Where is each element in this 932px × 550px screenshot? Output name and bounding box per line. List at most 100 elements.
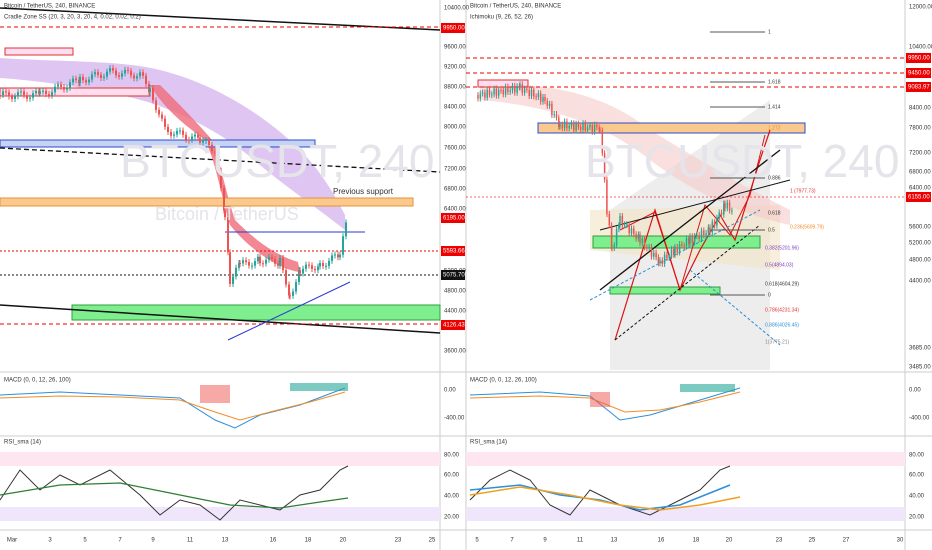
candle-body	[500, 89, 502, 91]
candle-body	[75, 78, 77, 80]
candle-body	[305, 264, 307, 269]
candle-body	[72, 78, 74, 83]
price-tag-label: 6155.00	[908, 195, 930, 201]
candle-body	[170, 131, 172, 136]
candle-body	[251, 265, 253, 267]
candle-body	[112, 68, 114, 71]
candle-body	[511, 85, 514, 91]
left-drawings	[0, 7, 441, 341]
candle-body	[615, 229, 618, 246]
candle-body	[477, 95, 479, 99]
time-axis-label: 25	[429, 538, 436, 544]
time-axis-label: 23	[776, 538, 783, 544]
candle-body	[728, 202, 731, 211]
time-axis-label: 5	[83, 538, 87, 544]
candle-body	[334, 254, 336, 256]
time-axis-label: 18	[693, 538, 700, 544]
candle-body	[637, 234, 640, 239]
candle-body	[663, 254, 666, 264]
candle-body	[626, 224, 628, 226]
candle-body	[514, 85, 516, 93]
candle-body	[115, 70, 117, 76]
time-axis-label: 3	[48, 538, 52, 544]
candle-body	[220, 170, 222, 189]
time-axis-label: 16	[270, 538, 277, 544]
pane-label: MACD (0, 0, 12, 26, 100)	[470, 378, 537, 384]
price-axis-label: 6800.00	[909, 170, 931, 176]
candle-body	[528, 89, 530, 97]
candle-body	[681, 244, 683, 246]
candle-body	[606, 179, 608, 213]
price-tag-label: 5593.66	[443, 249, 465, 255]
candle-body	[217, 153, 219, 171]
time-axis-label: 25	[809, 538, 816, 544]
candle-body	[657, 257, 660, 264]
candle-body	[673, 249, 675, 255]
candle-body	[118, 75, 120, 77]
candle-body	[311, 265, 313, 270]
candle-body	[142, 72, 144, 76]
candle-body	[668, 256, 670, 258]
candle-body	[570, 123, 573, 127]
candle-body	[325, 265, 327, 267]
time-axis-label: 18	[305, 538, 312, 544]
candle-body	[561, 124, 564, 129]
candle-body	[164, 118, 166, 127]
candle-body	[299, 270, 301, 274]
candle-body	[176, 130, 178, 135]
candle-body	[548, 103, 551, 106]
candle-body	[345, 222, 347, 237]
candle-body	[229, 252, 231, 284]
fib-label: 1	[768, 29, 771, 35]
candle-body	[257, 256, 259, 262]
candle-body	[618, 225, 620, 230]
price-axis-label: 6400.00	[909, 186, 931, 192]
indicator: Cradle Zone SS (20, 3, 20, 3, 20, 4, 0.0…	[4, 15, 141, 21]
time-axis-label: 9	[151, 538, 155, 544]
candle-body	[639, 234, 641, 244]
candle-body	[509, 90, 511, 92]
candle-body	[136, 76, 138, 79]
fib-label: 0.886(4026.45)	[765, 322, 799, 328]
price-axis-label: 5200.00	[909, 241, 931, 247]
candle-body	[322, 263, 324, 267]
candle-body	[328, 260, 330, 266]
candle-body	[655, 252, 657, 258]
candle-body	[8, 92, 10, 97]
candle-body	[295, 282, 297, 292]
candle-body	[521, 84, 524, 93]
candle-body	[57, 84, 59, 87]
candle-body	[23, 91, 25, 96]
candle-body	[106, 71, 108, 77]
price-axis-label: 4400.00	[909, 279, 931, 285]
candle-body	[91, 74, 93, 80]
candle-body	[674, 247, 676, 255]
candle-body	[223, 188, 225, 211]
candle-body	[700, 230, 703, 239]
fib-label: 0	[768, 292, 771, 298]
rsi-axis-label: 20.00	[444, 515, 460, 521]
candle-body	[254, 261, 256, 266]
price-tag-label: 6195.00	[443, 216, 465, 222]
candle-body	[339, 254, 341, 258]
candle-body	[611, 247, 613, 249]
candle-body	[726, 202, 729, 209]
candle-body	[224, 210, 226, 218]
candle-body	[659, 260, 661, 264]
macd-axis-label: -400.00	[444, 416, 465, 422]
candle-body	[497, 89, 500, 96]
pane-label: RSI_sma (14)	[4, 440, 41, 446]
price-axis-label: 7200.00	[909, 151, 931, 157]
candle-body	[598, 127, 600, 130]
candle-body	[703, 230, 705, 235]
candle-body	[491, 94, 493, 96]
candle-body	[155, 100, 157, 110]
candle-body	[635, 234, 637, 239]
candle-body	[670, 249, 673, 257]
symbol: Bitcoin / TetherUS, 240, BINANCE	[4, 4, 95, 10]
candle-body	[643, 238, 646, 248]
indicator-drawings	[0, 387, 905, 521]
rsi-axis-label: 80.00	[909, 453, 925, 459]
candle-body	[133, 75, 135, 79]
candle-body	[589, 125, 591, 127]
